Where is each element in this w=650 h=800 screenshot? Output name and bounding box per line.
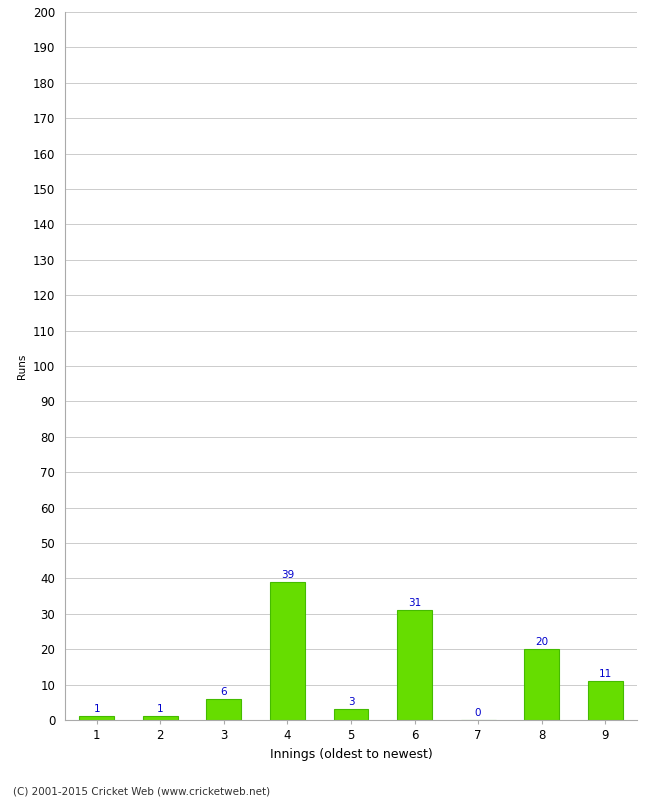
X-axis label: Innings (oldest to newest): Innings (oldest to newest) — [270, 747, 432, 761]
Bar — [397, 610, 432, 720]
Bar — [333, 710, 369, 720]
Text: 31: 31 — [408, 598, 421, 608]
Text: 39: 39 — [281, 570, 294, 580]
Text: 6: 6 — [220, 686, 228, 697]
Text: 0: 0 — [475, 708, 482, 718]
Text: 11: 11 — [599, 669, 612, 679]
Bar — [524, 650, 559, 720]
Bar — [588, 681, 623, 720]
Bar — [207, 698, 241, 720]
Bar — [143, 717, 178, 720]
Text: 1: 1 — [94, 704, 100, 714]
Text: 3: 3 — [348, 698, 354, 707]
Text: 1: 1 — [157, 704, 164, 714]
Bar — [79, 717, 114, 720]
Text: 20: 20 — [535, 637, 548, 647]
Y-axis label: Runs: Runs — [18, 354, 27, 378]
Bar — [270, 582, 305, 720]
Text: (C) 2001-2015 Cricket Web (www.cricketweb.net): (C) 2001-2015 Cricket Web (www.cricketwe… — [13, 786, 270, 796]
